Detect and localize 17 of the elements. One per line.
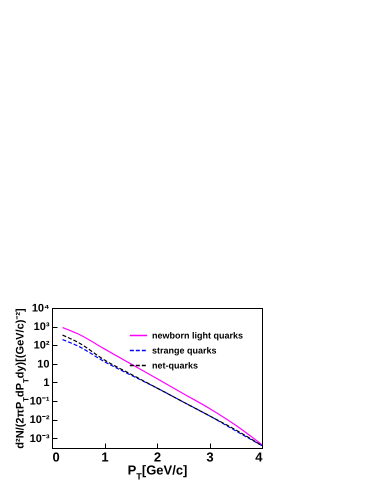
- x-axis-title: P$_{T}$[GeV/c]: [128, 462, 188, 482]
- y-tick-label: 10⁻¹: [30, 396, 50, 408]
- y-tick-label: 1: [43, 376, 50, 389]
- y-tick-label: 10: [37, 358, 50, 370]
- y-tick-label: 10⁻³: [30, 432, 50, 445]
- x-tick-label: 0: [52, 450, 60, 464]
- x-tick-label: 1: [101, 450, 109, 464]
- y-tick-label: 10²: [34, 340, 50, 352]
- x-tick-label: 2: [154, 450, 162, 464]
- legend-label: strange quarks: [152, 346, 217, 356]
- y-tick-label: 10⁻²: [30, 414, 50, 426]
- x-tick-label: 4: [255, 450, 264, 464]
- legend-label: net-quarks: [152, 360, 198, 370]
- y-tick-label: 10⁴: [32, 302, 50, 314]
- x-tick-label: 3: [206, 450, 214, 464]
- legend-label: newborn light quarks: [152, 330, 244, 340]
- y-tick-label: 10³: [34, 321, 50, 334]
